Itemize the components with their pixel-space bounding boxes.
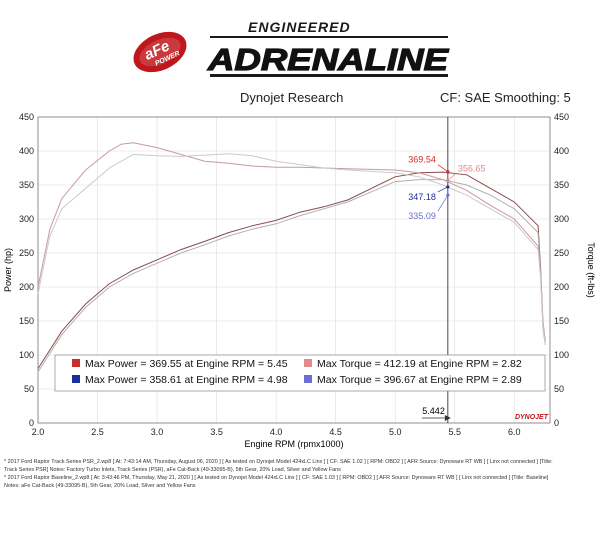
y-tick-label-right: 400: [554, 146, 569, 156]
y-tick-label-left: 0: [29, 418, 34, 428]
plot-area-border: [37, 116, 551, 424]
note-line: Track Series PSR] Notes: Factory Turbo I…: [4, 467, 341, 474]
legend-swatch: [304, 359, 312, 367]
legend: Max Power = 369.55 at Engine RPM = 5.45 M…: [54, 354, 546, 392]
afe-power-badge: aFe POWER: [133, 31, 187, 73]
legend-swatch: [72, 375, 80, 383]
series-group: [37, 142, 546, 373]
x-tick-label: 2.5: [91, 427, 104, 437]
run-notes: * 2017 Ford Raptor Track Series PSR_2.wp…: [4, 458, 596, 490]
legend-entry: Max Power = 369.55 at Engine RPM = 5.45: [85, 358, 288, 370]
y-tick-label-left: 100: [19, 350, 34, 360]
cursor-value-label: 356.65: [458, 163, 486, 173]
y-tick-label-right: 150: [554, 316, 569, 326]
y-tick-label-left: 350: [19, 180, 34, 190]
y-tick-label-right: 250: [554, 248, 569, 258]
cursor-value-marker: [446, 193, 450, 197]
x-tick-label: 5.5: [448, 427, 461, 437]
x-tick-label: 5.0: [389, 427, 402, 437]
series-line: [37, 179, 546, 373]
legend-swatch: [304, 375, 312, 383]
cursor-rpm-label: 5.442: [422, 406, 445, 416]
cursor-value-leader: [437, 186, 448, 193]
cursor-value-marker: [446, 185, 450, 189]
logo-wordmark: ADRENALINE: [207, 42, 450, 77]
afe-adrenaline-logo: aFe POWER ENGINEERED ADRENALINE: [133, 19, 450, 78]
y-tick-label-left: 250: [19, 248, 34, 258]
x-tick-label: 6.0: [508, 427, 521, 437]
legend-swatch: [72, 359, 80, 367]
x-tick-label: 3.0: [151, 427, 164, 437]
y-tick-label-right: 300: [554, 214, 569, 224]
legend-entry: Max Power = 358.61 at Engine RPM = 4.98: [85, 374, 288, 386]
dynojet-brand: DYNOJET: [515, 414, 549, 421]
x-axis-label: Engine RPM (rpmx1000): [244, 439, 343, 449]
cursor-value-marker: [446, 170, 450, 174]
logo-tagline: ENGINEERED: [248, 19, 351, 35]
y-tick-label-right: 200: [554, 282, 569, 292]
y-tick-label-right: 50: [554, 384, 564, 394]
note-line: * 2017 Ford Raptor Baseline_2.wp8 [ At: …: [4, 475, 549, 482]
correction-settings: CF: SAE Smoothing: 5: [440, 90, 571, 105]
dyno-chart: 369.54 356.65 347.18 335.09 0 0 50 50 100 100 150…: [3, 112, 596, 449]
y-tick-label-left: 150: [19, 316, 34, 326]
series-line: [37, 153, 546, 345]
legend-entry: Max Torque = 396.67 at Engine RPM = 2.89: [317, 374, 522, 386]
series-line: [37, 142, 546, 342]
cursor-value-leader: [437, 194, 449, 212]
y-tick-label-right: 100: [554, 350, 569, 360]
cursor-value-label: 369.54: [408, 155, 436, 165]
cursor-value-label: 347.18: [408, 192, 436, 202]
x-tick-label: 2.0: [32, 427, 45, 437]
cursor-label-arrowhead: [444, 415, 451, 421]
cursor-value-label: 335.09: [408, 211, 436, 221]
axis-ticks: 0 0 50 50 100 100 150 150 200 200 250 250 300 300 350 3…: [19, 112, 569, 437]
cursor-value-leader: [437, 164, 449, 172]
dyno-source: Dynojet Research: [240, 90, 344, 105]
y-axis-label-right: Torque (ft-lbs): [586, 242, 596, 298]
y-tick-label-left: 50: [24, 384, 34, 394]
x-tick-label: 4.0: [270, 427, 283, 437]
y-tick-label-left: 200: [19, 282, 34, 292]
note-line: Notes: aFe Cat-Back (49-33095-B), 5th Ge…: [4, 483, 196, 490]
y-tick-label-left: 300: [19, 214, 34, 224]
y-tick-label-right: 0: [554, 418, 559, 428]
legend-box: [54, 354, 546, 392]
y-axis-label-left: Power (hp): [3, 248, 13, 292]
note-line: * 2017 Ford Raptor Track Series PSR_2.wp…: [4, 459, 553, 465]
cursor-value-leader: [447, 173, 457, 181]
y-tick-label-right: 450: [554, 112, 569, 122]
y-tick-label-left: 450: [19, 112, 34, 122]
cursor-value-marker: [446, 178, 450, 183]
series-line: [37, 171, 546, 369]
x-tick-label: 4.5: [329, 427, 342, 437]
legend-entry: Max Torque = 412.19 at Engine RPM = 2.82: [317, 358, 522, 370]
y-tick-label-right: 350: [554, 180, 569, 190]
y-tick-label-left: 400: [19, 146, 34, 156]
logo-underline: [210, 74, 448, 77]
cursor-arrows: 369.54 356.65 347.18 335.09: [408, 155, 485, 421]
logo-rule: [210, 36, 448, 38]
x-tick-label: 3.5: [210, 427, 223, 437]
